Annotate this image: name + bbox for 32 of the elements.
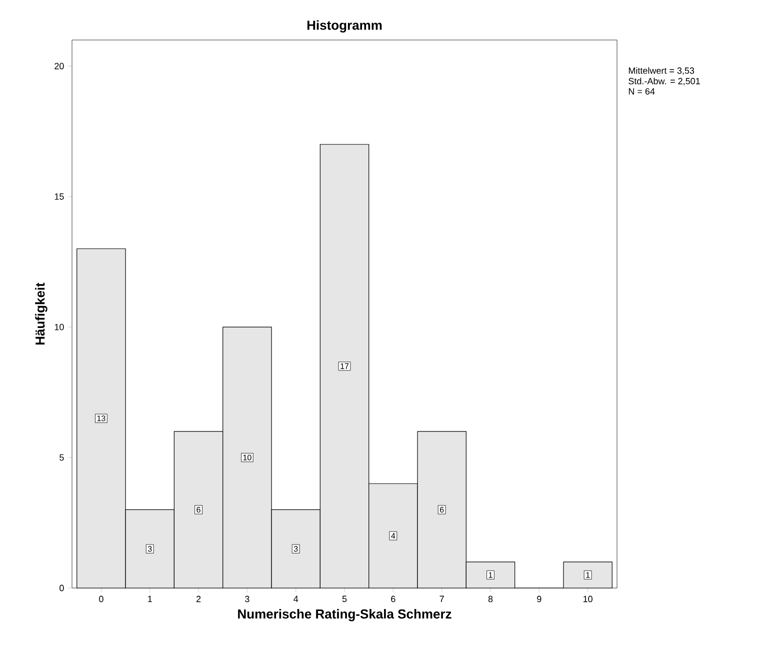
data-label: 13 bbox=[97, 416, 106, 422]
x-tick-label: 10 bbox=[583, 596, 592, 602]
y-tick-label: 10 bbox=[54, 324, 64, 330]
x-tick-label: 0 bbox=[99, 596, 104, 602]
x-axis-title: Numerische Rating-Skala Schmerz bbox=[238, 609, 452, 622]
data-label: 1 bbox=[586, 572, 590, 578]
data-label: 3 bbox=[148, 546, 152, 552]
y-tick-label: 15 bbox=[54, 193, 64, 200]
data-label: 3 bbox=[294, 546, 298, 552]
data-label: 4 bbox=[391, 533, 396, 539]
data-label: 6 bbox=[196, 506, 200, 513]
x-tick-label: 7 bbox=[440, 596, 444, 602]
x-tick-label: 6 bbox=[391, 596, 396, 602]
text: Mittelwert = 3,53 bbox=[628, 67, 694, 75]
x-tick-label: 2 bbox=[196, 596, 201, 602]
text: N = 64 bbox=[628, 88, 655, 95]
data-label: 1 bbox=[488, 572, 492, 578]
x-tick-label: 4 bbox=[294, 596, 298, 602]
data-label: 17 bbox=[340, 363, 349, 369]
y-tick-label: 5 bbox=[60, 454, 64, 461]
x-tick-label: 5 bbox=[342, 596, 347, 602]
y-tick-label: 20 bbox=[54, 62, 64, 70]
text: Std.-Abw. = 2,501 bbox=[628, 78, 700, 86]
data-label: 6 bbox=[440, 506, 444, 513]
x-tick-label: 3 bbox=[245, 596, 250, 602]
x-tick-label: 1 bbox=[148, 596, 152, 602]
chart-title: Histogramm bbox=[307, 20, 382, 32]
y-axis-title: Häufigkeit bbox=[35, 282, 48, 345]
y-tick-label: 0 bbox=[60, 584, 64, 592]
x-tick-label: 8 bbox=[488, 596, 493, 602]
data-label: 10 bbox=[243, 454, 252, 460]
x-tick-label: 9 bbox=[537, 596, 542, 602]
